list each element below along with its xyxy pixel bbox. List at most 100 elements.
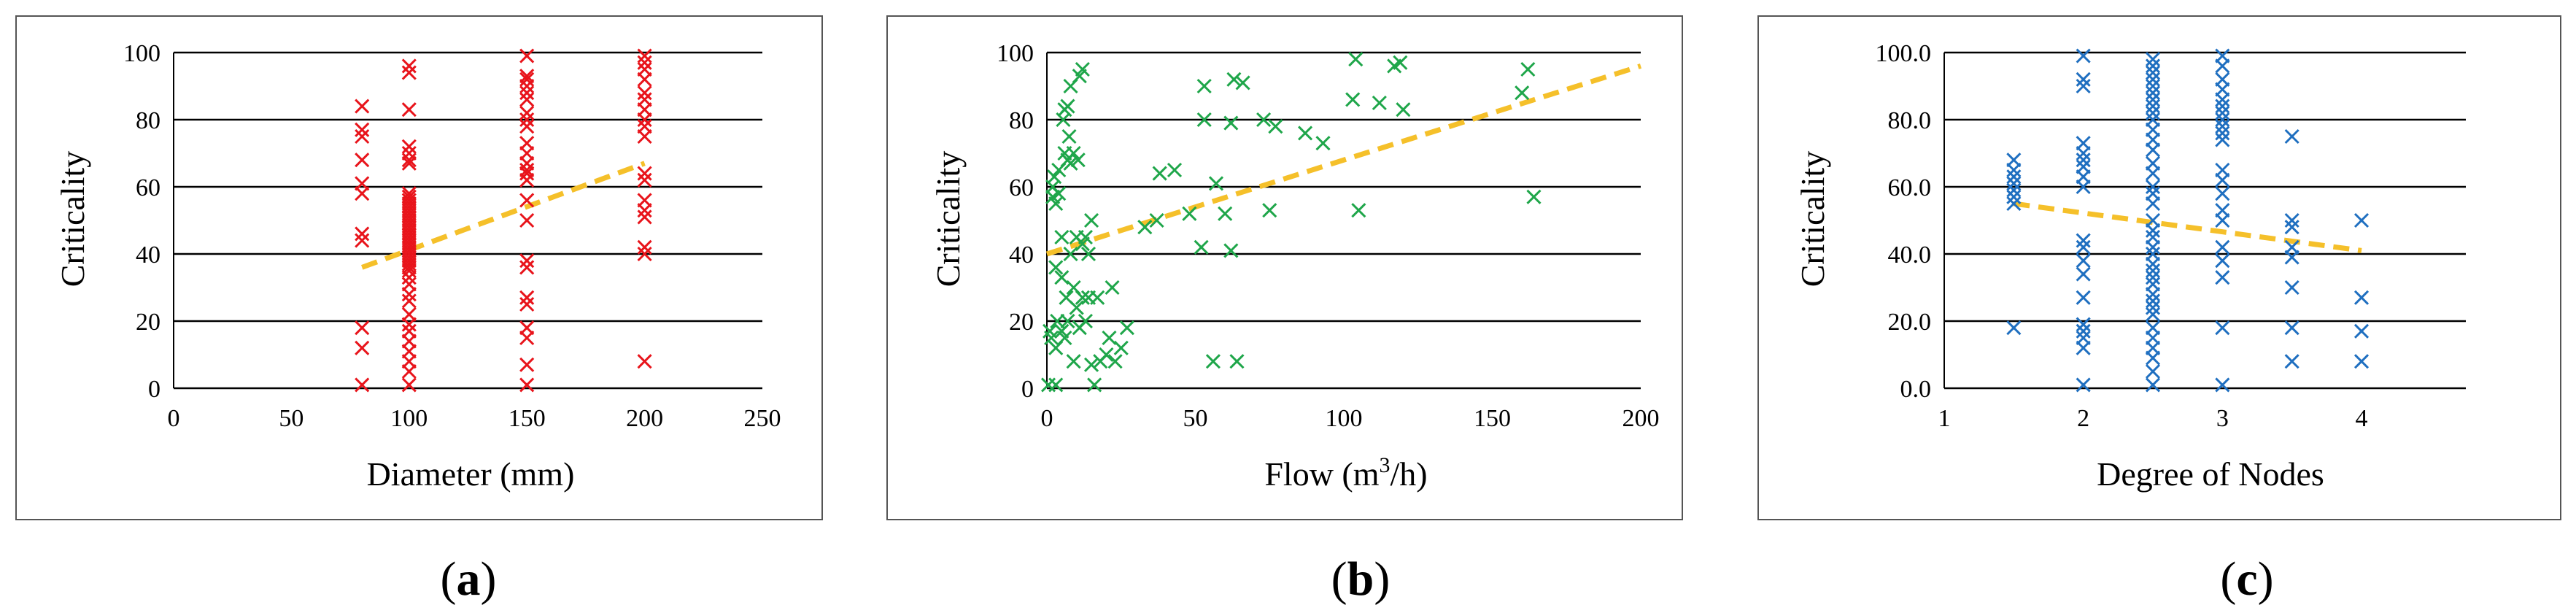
panel-c-point-90 [2284, 220, 2300, 235]
panel-c-point-17 [2076, 233, 2091, 248]
panel-a-point-45 [401, 189, 417, 204]
panel-b-x-tick-label-2: 100 [1326, 405, 1363, 432]
panel-b-point-78 [1372, 95, 1387, 111]
panel-a: 0 20 40 60 80 100 0 50 100 150 200 250 Criticality… [15, 15, 823, 520]
panel-a-point-73 [519, 92, 535, 107]
panel-b-point-24 [1061, 128, 1077, 144]
panel-c-point-12 [2076, 317, 2091, 332]
panel-b-point-57 [1167, 162, 1183, 178]
panel-a-point-50 [401, 139, 417, 154]
panel-c-point-7 [2006, 153, 2022, 168]
panel-a-point-7 [355, 153, 370, 168]
panel-a-point-72 [519, 105, 535, 120]
panel-c-point-60 [2145, 72, 2161, 87]
panel-a-point-21 [401, 277, 417, 292]
panel-c-point-13 [2076, 290, 2091, 305]
panel-b-point-44 [1083, 357, 1099, 372]
panel-c-point-14 [2076, 266, 2091, 282]
panel-b-point-13 [1054, 270, 1070, 285]
panel-c-point-91 [2284, 212, 2300, 228]
panel-b-trendline-group [1045, 63, 1642, 257]
panel-b-point-36 [1075, 61, 1090, 77]
panel-b-point-6 [1048, 377, 1064, 393]
panel-c-point-26 [2076, 48, 2091, 63]
panel-a-point-94 [637, 61, 652, 77]
panel-c-point-76 [2215, 119, 2230, 134]
panel-a-point-61 [519, 253, 535, 269]
panel-c-point-48 [2145, 179, 2161, 195]
panel-a-point-46 [401, 186, 417, 201]
panel-c-ylabel: Criticality [1794, 151, 1831, 288]
panel-a-y-tick-label-2: 40 [136, 242, 160, 269]
panel-c-y-tick-label-1: 20.0 [1888, 309, 1932, 336]
panel-c-y-tick-label-5: 100.0 [1876, 40, 1932, 67]
panel-c-point-96 [2353, 212, 2370, 228]
panel-c-caption: (c) [2220, 552, 2273, 606]
panel-b-trendline [1045, 63, 1642, 257]
panel-c-point-15 [2076, 253, 2091, 269]
panel-c-point-77 [2215, 112, 2230, 128]
panel-b-point-83 [1520, 61, 1536, 77]
panel-b-point-48 [1099, 347, 1114, 363]
panel-c-point-67 [2215, 253, 2230, 269]
panel-b-point-61 [1196, 78, 1212, 94]
panel-c-point-21 [2076, 153, 2091, 168]
panel-a-point-48 [401, 153, 417, 168]
panel-a-point-63 [519, 193, 535, 208]
panel-a-point-60 [519, 260, 535, 275]
panel-c-point-84 [2215, 48, 2230, 63]
panel-b-x-tick-label-1: 50 [1183, 405, 1208, 432]
panel-a-point-18 [401, 306, 417, 322]
panel-a-point-59 [519, 290, 535, 305]
panel-c-x-tick-label-3: 4 [2356, 405, 2368, 432]
panel-c-point-37 [2145, 277, 2161, 292]
panel-c-point-27 [2145, 377, 2161, 393]
panel-c-point-64 [2215, 377, 2230, 393]
panel-a-x-tick-label-0: 0 [168, 405, 180, 432]
panel-b-point-50 [1105, 279, 1120, 296]
panel-b-point-80 [1393, 55, 1408, 70]
panel-b-point-25 [1063, 246, 1078, 262]
panel-b-point-32 [1069, 300, 1084, 315]
panel-c-y-tick-label-0: 0.0 [1900, 376, 1932, 403]
panel-b-point-39 [1078, 229, 1093, 245]
panel-b-point-68 [1229, 354, 1245, 369]
panel-c-point-54 [2145, 112, 2161, 128]
panel-b-y-tick-label-1: 20 [1009, 309, 1034, 336]
panel-c-point-33 [2145, 306, 2161, 322]
panel-c-point-92 [2284, 128, 2300, 144]
panel-a-point-76 [519, 72, 535, 87]
panel-c-point-95 [2353, 290, 2370, 305]
panel-c-point-4 [2006, 176, 2022, 191]
panel-b-point-26 [1063, 155, 1078, 171]
panel-b-point-71 [1262, 203, 1277, 218]
panel-a-point-70 [519, 119, 535, 134]
panel-a-point-51 [401, 102, 417, 117]
panel-c-point-66 [2215, 270, 2230, 285]
panel-c-point-38 [2145, 270, 2161, 285]
panel-a-point-44 [401, 193, 417, 208]
panel-c-y-tick-label-4: 80.0 [1888, 107, 1932, 134]
panel-a-point-78 [519, 48, 535, 63]
panel-b-point-30 [1066, 354, 1081, 369]
panel-a-point-79 [637, 354, 652, 369]
panel-b-point-62 [1205, 354, 1221, 369]
panel-c-point-11 [2076, 323, 2091, 339]
panel-c-y-tick-label-3: 60.0 [1888, 174, 1932, 201]
panel-c-xlabel: Degree of Nodes [2097, 455, 2324, 493]
panel-c-y-tick-labels: 0.0 20.0 40.0 60.0 80.0 100.0 [1876, 40, 1932, 403]
panel-a-points [355, 48, 652, 393]
panel-a-point-4 [355, 226, 370, 242]
panel-b-point-46 [1090, 290, 1105, 305]
panel-c-point-32 [2145, 320, 2161, 336]
panel-a-point-57 [519, 320, 535, 336]
panel-a-point-82 [637, 209, 652, 225]
panel-c-point-47 [2145, 186, 2161, 201]
panel-b-point-19 [1057, 330, 1072, 346]
panel-a-point-10 [355, 99, 370, 114]
panel-a-point-71 [519, 112, 535, 128]
panel-c-point-73 [2215, 162, 2230, 178]
panel-c-point-45 [2145, 212, 2161, 228]
panel-a-point-69 [519, 136, 535, 151]
panel-a-point-86 [637, 166, 652, 181]
